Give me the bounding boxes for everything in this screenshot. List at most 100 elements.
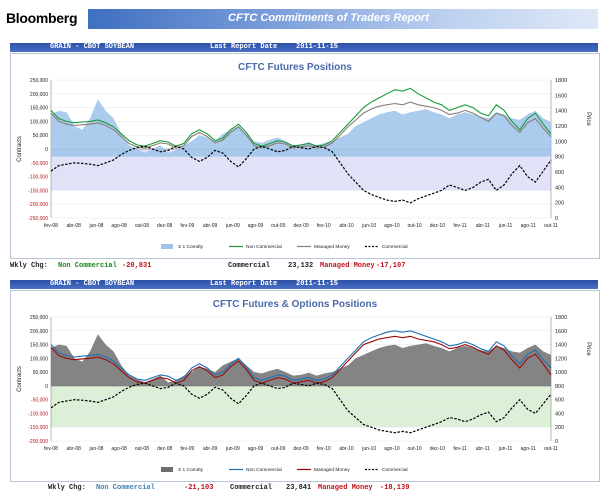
x-tick-label: abr-08 xyxy=(67,446,82,452)
panel-header-futures: GRAIN - CBOT SOYBEAN Last Report Date 20… xyxy=(10,43,598,52)
x-tick-label: abr-11 xyxy=(476,223,490,229)
series-area-price xyxy=(51,99,551,157)
legend-label: Managed Money xyxy=(314,244,350,250)
weekly-change-futures: Wkly Chg: Non Commercial -20,831 Commerc… xyxy=(10,262,598,272)
y-tick-label: 150,000 xyxy=(30,106,48,112)
x-tick-label: ago-10 xyxy=(384,223,400,229)
y2-tick-label: 1600 xyxy=(555,93,567,99)
wkly-label: Wkly Chg: xyxy=(10,262,48,270)
y-tick-label: 250,000 xyxy=(30,315,48,321)
legend-label: S 1 Comdty xyxy=(178,244,204,250)
x-tick-label: fev-11 xyxy=(453,223,467,229)
y2-tick-label: 800 xyxy=(555,384,564,390)
y-axis-label: Contracts xyxy=(17,366,23,392)
y-tick-label: 250,000 xyxy=(30,78,48,84)
x-tick-label: jun-08 xyxy=(89,446,104,452)
y-tick-label: -50,000 xyxy=(31,398,48,404)
y2-tick-label: 200 xyxy=(555,425,564,431)
y2-tick-label: 400 xyxy=(555,411,564,417)
series-line-non-commercial xyxy=(50,330,552,382)
y2-tick-label: 1400 xyxy=(555,109,567,115)
panel-report-label: Last Report Date xyxy=(210,280,278,288)
series-line-non-commercial xyxy=(50,87,552,147)
y2-tick-label: 1200 xyxy=(555,356,567,362)
x-tick-label: jun-08 xyxy=(89,223,104,229)
x-tick-label: dez-08 xyxy=(157,446,173,452)
panel-report-label: Last Report Date xyxy=(210,43,278,51)
panel-header-options: GRAIN - CBOT SOYBEAN Last Report Date 20… xyxy=(10,280,598,289)
x-tick-label: out-08 xyxy=(135,446,149,452)
wkly-c-label: Commercial xyxy=(228,262,271,270)
wkly-mm-label: Managed Money xyxy=(320,262,375,270)
x-tick-label: out-11 xyxy=(544,446,558,452)
legend-label: Non Commercial xyxy=(246,244,282,250)
y-tick-label: 50,000 xyxy=(33,133,49,139)
report-title: CFTC Commitments of Traders Report xyxy=(228,12,429,24)
x-tick-label: ago-10 xyxy=(384,446,400,452)
chart-futures-options-svg: CFTC Futures & Options Positions 250,000 2… xyxy=(17,299,591,473)
x-tick-label: fev-10 xyxy=(317,446,331,452)
y-tick-label: 150,000 xyxy=(30,343,48,349)
x-tick-label: jun-11 xyxy=(498,223,513,229)
y-tick-label: -200,000 xyxy=(28,439,48,445)
wkly-mm-value: -17,107 xyxy=(376,262,406,270)
panel-report-date: 2011-11-15 xyxy=(296,43,339,51)
x-tick-label: ago-08 xyxy=(111,446,127,452)
series-line-commercial xyxy=(50,382,552,434)
x-tick-label: dez-08 xyxy=(157,223,173,229)
wkly-c-value: 23,841 xyxy=(286,484,312,492)
panel-report-date: 2011-11-15 xyxy=(296,280,339,288)
negative-band xyxy=(51,385,551,428)
wkly-nc-label: Non Commercial xyxy=(96,484,155,492)
x-tick-label: abr-11 xyxy=(476,446,490,452)
x-tick-label: out-10 xyxy=(408,446,422,452)
y-tick-label: -100,000 xyxy=(28,175,48,181)
y2-tick-label: 1400 xyxy=(555,343,567,349)
legend-label: Managed Money xyxy=(314,467,350,473)
chart-futures-svg: CFTC Futures Positions 250,000 200,000 150,… xyxy=(17,62,591,250)
x-tick-label: out-10 xyxy=(408,223,422,229)
y-tick-label: -150,000 xyxy=(28,188,48,194)
wkly-mm-label: Managed Money xyxy=(318,484,373,492)
chart-title: CFTC Futures & Options Positions xyxy=(213,299,378,310)
y2-axis-label: Price xyxy=(585,112,591,126)
series-line-managed-money xyxy=(50,101,552,149)
chart-futures-options: CFTC Futures & Options Positions 250,000 2… xyxy=(10,290,600,482)
panel-commodity: GRAIN - CBOT SOYBEAN xyxy=(50,43,135,51)
x-tick-label: dez-10 xyxy=(430,223,446,229)
y-tick-label: -100,000 xyxy=(28,411,48,417)
x-tick-label: abr-09 xyxy=(203,446,218,452)
y2-tick-label: 200 xyxy=(555,201,564,207)
x-tick-label: fev-11 xyxy=(453,446,467,452)
y2-tick-label: 0 xyxy=(555,216,558,222)
y-tick-label: 200,000 xyxy=(30,92,48,98)
bloomberg-logo: Bloomberg xyxy=(6,10,78,26)
x-tick-label: ago-08 xyxy=(111,223,127,229)
y2-tick-label: 600 xyxy=(555,398,564,404)
series-line-commercial xyxy=(50,145,552,204)
wkly-c-value: 23,132 xyxy=(288,262,314,270)
x-tick-label: abr-10 xyxy=(339,223,354,229)
x-tick-label: abr-10 xyxy=(339,446,354,452)
chart-title: CFTC Futures Positions xyxy=(238,62,352,73)
wkly-label: Wkly Chg: xyxy=(48,484,86,492)
y-tick-label: 0 xyxy=(45,147,48,153)
x-tick-label: out-11 xyxy=(544,223,558,229)
legend-label: S 1 Comdty xyxy=(178,467,204,473)
wkly-nc-value: -21,103 xyxy=(184,484,214,492)
x-tick-label: ago-09 xyxy=(248,446,264,452)
y2-tick-label: 0 xyxy=(555,439,558,445)
y2-tick-label: 1000 xyxy=(555,139,567,145)
x-tick-label: fev-09 xyxy=(180,446,194,452)
x-tick-label: out-08 xyxy=(135,223,149,229)
y-axis-label: Contracts xyxy=(17,136,23,162)
y-tick-label: -250,000 xyxy=(28,216,48,222)
x-tick-label: dez-09 xyxy=(293,223,309,229)
wkly-mm-value: -18,139 xyxy=(380,484,410,492)
x-tick-label: ago-11 xyxy=(521,223,536,229)
y-tick-label: 200,000 xyxy=(30,329,48,335)
legend-label: Commercial xyxy=(382,467,408,473)
y2-tick-label: 600 xyxy=(555,170,564,176)
x-tick-label: abr-09 xyxy=(203,223,218,229)
y2-axis-label: Price xyxy=(585,342,591,356)
